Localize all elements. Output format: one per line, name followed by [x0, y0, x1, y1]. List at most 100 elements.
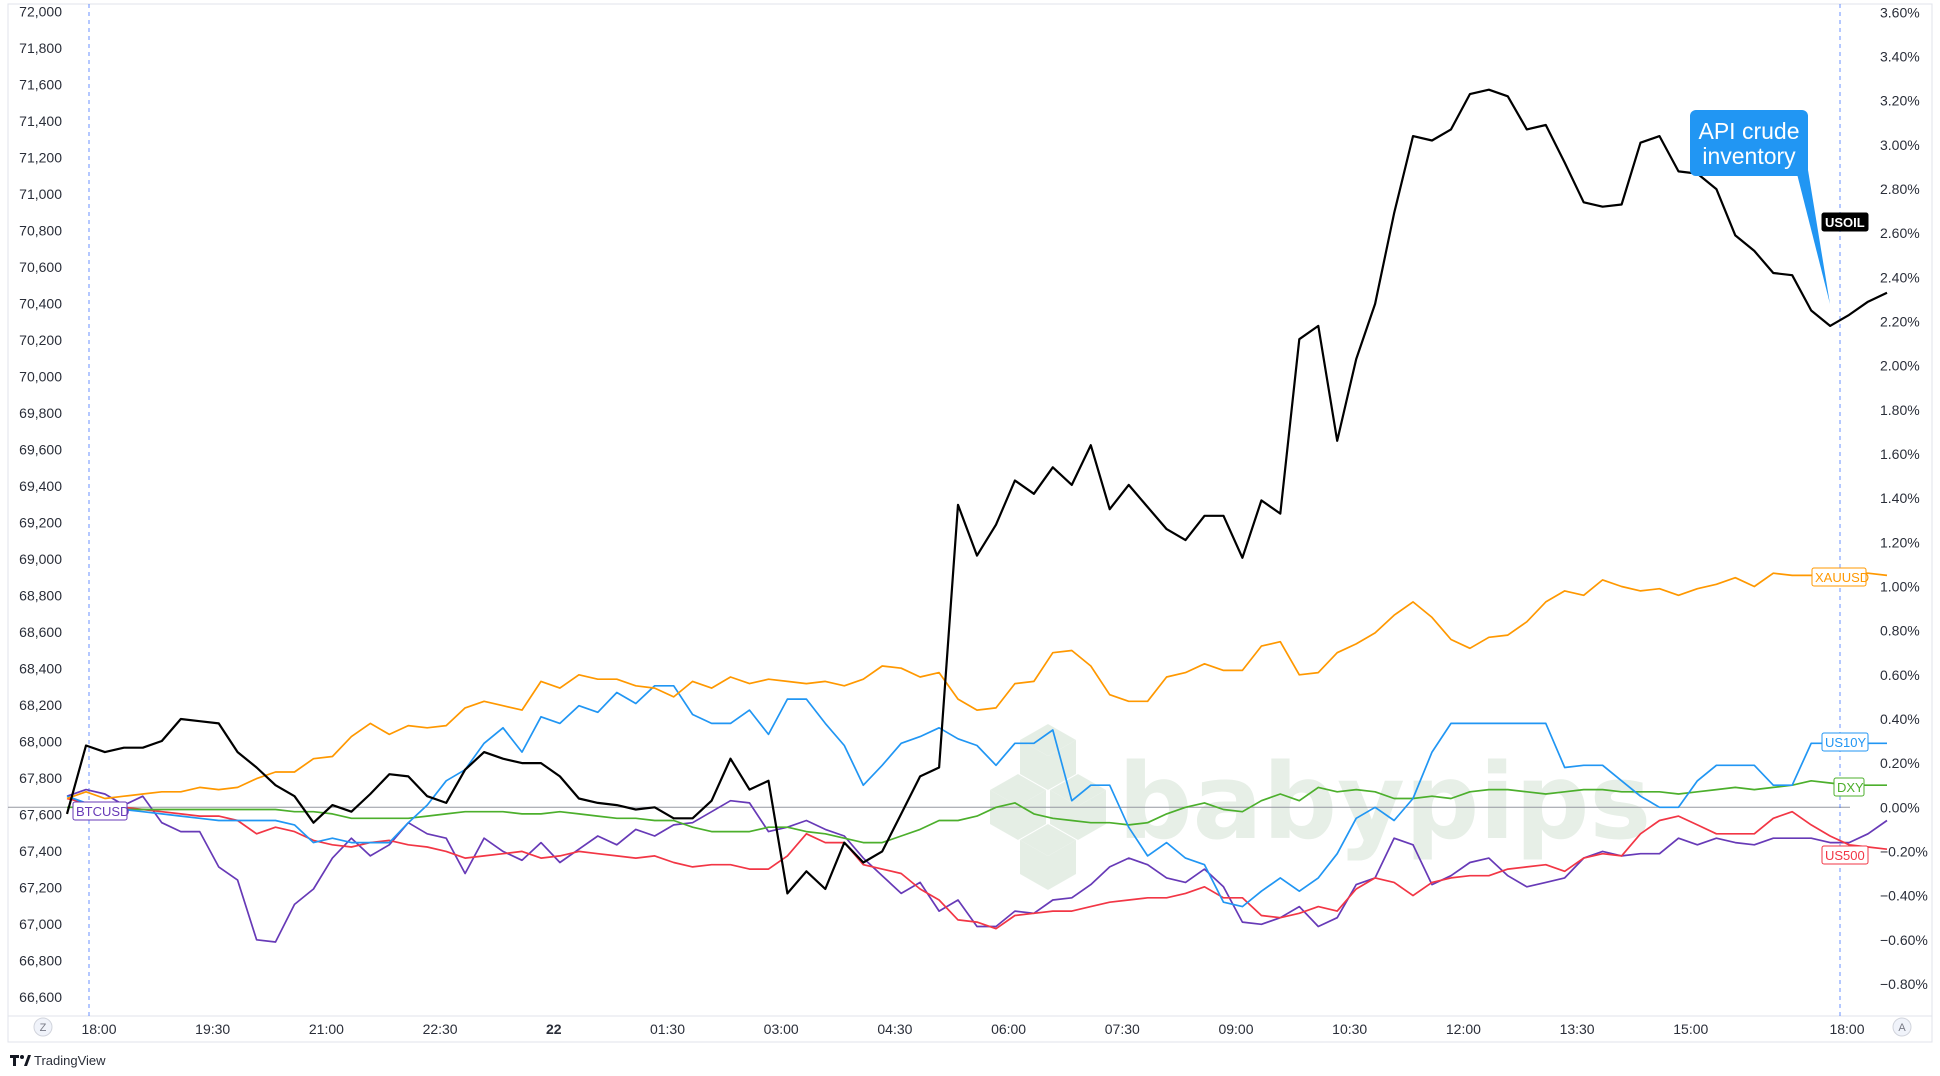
series-label-text: DXY	[1837, 780, 1864, 795]
left-axis-tick: 70,000	[19, 369, 62, 385]
time-axis-tick: 21:00	[309, 1021, 344, 1037]
annotation-callout[interactable]: API crude inventory	[1690, 110, 1830, 304]
time-axis-tick: 09:00	[1218, 1021, 1253, 1037]
right-axis-tick: 3.20%	[1880, 93, 1920, 109]
series-label-box	[1833, 777, 1865, 797]
footer-brand-text: TradingView	[34, 1053, 106, 1068]
left-axis-tick: 68,600	[19, 624, 62, 640]
time-axis-tick: 04:30	[877, 1021, 912, 1037]
series-label-dxy[interactable]: DXY	[1833, 777, 1865, 797]
series-labels: USOIL XAUUSD US10Y DXY US500 BTCUSD	[72, 212, 1869, 865]
auto-scale-right-button[interactable]: A	[1892, 1017, 1912, 1037]
time-axis-tick: 03:00	[764, 1021, 799, 1037]
time-axis-tick: 12:00	[1446, 1021, 1481, 1037]
time-axis-tick: 06:00	[991, 1021, 1026, 1037]
left-axis-tick: 70,600	[19, 259, 62, 275]
left-axis-tick: 67,200	[19, 879, 62, 895]
time-axis-tick: 18:00	[81, 1021, 116, 1037]
series-label-box	[1821, 212, 1869, 232]
series-line-xauusd	[66, 572, 1888, 800]
series-label-box	[1821, 845, 1869, 865]
annotation-pointer	[1796, 170, 1830, 304]
left-axis-tick: 71,600	[19, 77, 62, 93]
left-axis-tick: 69,800	[19, 405, 62, 421]
left-axis-tick: 68,400	[19, 660, 62, 676]
left-axis-tick: 69,000	[19, 551, 62, 567]
left-axis-tick: 71,000	[19, 186, 62, 202]
left-axis-tick: 71,800	[19, 40, 62, 56]
left-axis-tick: 69,600	[19, 442, 62, 458]
chart-frame	[7, 3, 1933, 1043]
series-label-xauusd[interactable]: XAUUSD	[1811, 567, 1869, 587]
right-axis-tick: 1.00%	[1880, 578, 1920, 594]
series-label-box	[72, 801, 128, 821]
left-axis-tick: 71,400	[19, 113, 62, 129]
right-axis-tick: 3.00%	[1880, 137, 1920, 153]
right-axis-tick: 2.60%	[1880, 225, 1920, 241]
right-axis-tick: −0.80%	[1880, 976, 1928, 992]
right-axis-tick: 0.80%	[1880, 623, 1920, 639]
series-label-us500[interactable]: US500	[1821, 845, 1869, 865]
left-axis-tick: 70,800	[19, 223, 62, 239]
right-axis[interactable]: 3.60% 3.40% 3.20% 3.00% 2.80% 2.60% 2.40% 2.20%…	[1880, 4, 1928, 992]
right-axis-tick: 2.40%	[1880, 269, 1920, 285]
right-axis-tick: 2.00%	[1880, 358, 1920, 374]
annotation-line-2: inventory	[1702, 143, 1796, 169]
right-axis-tick: 2.20%	[1880, 314, 1920, 330]
right-axis-tick: 3.40%	[1880, 49, 1920, 65]
right-axis-tick: 1.40%	[1880, 490, 1920, 506]
right-axis-tick: 3.60%	[1880, 4, 1920, 20]
left-axis-tick: 71,200	[19, 150, 62, 166]
left-axis-tick: 67,800	[19, 770, 62, 786]
time-axis-tick: 07:30	[1105, 1021, 1140, 1037]
right-axis-tick: 2.80%	[1880, 181, 1920, 197]
auto-scale-right-label: A	[1898, 1022, 1906, 1034]
series-label-usoil[interactable]: USOIL	[1821, 212, 1869, 232]
auto-scale-left-button[interactable]: Z	[33, 1017, 53, 1037]
right-axis-tick: 0.00%	[1880, 799, 1920, 815]
watermark-cube-icon	[990, 724, 1106, 890]
series-lines	[65, 88, 1888, 943]
series-line-usoil	[65, 88, 1888, 895]
time-axis-tick: 22	[546, 1021, 562, 1037]
time-axis-tick: 01:30	[650, 1021, 685, 1037]
right-axis-tick: −0.20%	[1880, 843, 1928, 859]
left-axis-tick: 67,600	[19, 806, 62, 822]
time-axis-tick: 19:30	[195, 1021, 230, 1037]
time-axis-tick: 22:30	[423, 1021, 458, 1037]
series-label-us10y[interactable]: US10Y	[1821, 732, 1869, 752]
left-axis-tick: 68,800	[19, 587, 62, 603]
right-axis-tick: 0.20%	[1880, 755, 1920, 771]
left-axis-tick: 66,600	[19, 989, 62, 1005]
left-axis[interactable]: 72,000 71,800 71,600 71,400 71,200 71,000 70,8…	[19, 4, 62, 1005]
time-axis-tick: 10:30	[1332, 1021, 1367, 1037]
right-axis-tick: −0.40%	[1880, 888, 1928, 904]
annotation-line-1: API crude	[1699, 118, 1800, 144]
left-axis-tick: 68,000	[19, 733, 62, 749]
series-line-us10y	[66, 684, 1887, 908]
left-axis-tick: 70,400	[19, 296, 62, 312]
left-axis-tick: 69,200	[19, 515, 62, 531]
annotation-box	[1690, 110, 1808, 176]
left-axis-tick: 69,400	[19, 478, 62, 494]
series-label-text: US10Y	[1825, 735, 1867, 750]
series-label-btcusd[interactable]: BTCUSD	[72, 801, 129, 821]
time-axis-tick: 13:30	[1560, 1021, 1595, 1037]
series-label-text: USOIL	[1825, 215, 1865, 230]
footer-brand[interactable]: TradingView	[10, 1053, 106, 1068]
left-axis-tick: 67,000	[19, 916, 62, 932]
series-label-box	[1811, 567, 1867, 587]
time-axis[interactable]: 18:00 19:30 21:00 22:30 22 01:30 03:00 04:30 06:…	[81, 1021, 1864, 1037]
series-label-box	[1821, 732, 1869, 752]
series-line-dxy	[67, 779, 1887, 844]
auto-scale-left-label: Z	[40, 1022, 47, 1034]
watermark-text: babypips	[1118, 741, 1651, 863]
left-axis-tick: 72,000	[19, 4, 62, 20]
series-label-text: XAUUSD	[1815, 570, 1869, 585]
right-axis-tick: −0.60%	[1880, 932, 1928, 948]
series-label-text: BTCUSD	[76, 804, 129, 819]
right-axis-tick: 0.60%	[1880, 667, 1920, 683]
right-axis-tick: 1.20%	[1880, 534, 1920, 550]
